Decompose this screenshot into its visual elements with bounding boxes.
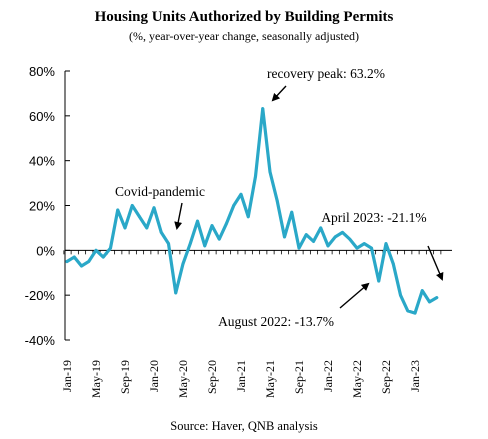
- data-point: [101, 255, 105, 259]
- data-point: [326, 244, 330, 248]
- data-point: [312, 239, 315, 243]
- series-line: [65, 107, 439, 315]
- x-tick-label: Sep-19: [118, 360, 132, 394]
- annotation-layer: recovery peak: 63.2% Covid-pandemic April …: [115, 66, 444, 329]
- y-tick-label: 0%: [36, 243, 55, 258]
- data-point: [406, 309, 410, 313]
- annotation-label: August 2022: -13.7%: [218, 314, 334, 329]
- x-tick-label: May-22: [350, 360, 364, 398]
- y-axis: -40% -20% 0% 20% 40% 60% 80%: [25, 64, 70, 348]
- data-point: [348, 237, 352, 241]
- x-tick-label: May-19: [89, 360, 103, 398]
- data-point: [138, 215, 141, 219]
- data-point: [297, 246, 301, 250]
- data-point: [290, 210, 294, 214]
- data-point: [188, 242, 192, 246]
- data-point: [130, 204, 134, 207]
- series-layer: [65, 107, 439, 315]
- data-point: [109, 246, 112, 250]
- data-point: [174, 291, 178, 295]
- annotation-arrow: [339, 282, 370, 309]
- x-tick-label: Sep-21: [292, 360, 306, 394]
- data-point: [225, 222, 228, 225]
- data-point: [65, 260, 69, 263]
- annotation-label: Covid-pandemic: [115, 184, 205, 199]
- data-point: [355, 246, 359, 250]
- chart-subtitle: (%, year-over-year change, seasonally ad…: [129, 29, 359, 43]
- data-point: [80, 264, 83, 268]
- data-point: [196, 219, 199, 223]
- data-point: [159, 231, 163, 234]
- x-tick-label: May-21: [263, 360, 277, 398]
- y-tick-label: 80%: [29, 64, 55, 79]
- data-point: [181, 262, 185, 266]
- data-point: [275, 199, 279, 203]
- data-point: [435, 296, 439, 300]
- data-point: [377, 279, 381, 283]
- data-point: [167, 242, 170, 246]
- data-point: [94, 248, 98, 252]
- x-tick-label: Sep-20: [205, 360, 219, 394]
- data-point: [413, 311, 417, 315]
- source-note: Source: Haver, QNB analysis: [170, 419, 318, 433]
- data-point: [254, 174, 257, 178]
- data-point: [145, 226, 149, 230]
- data-point: [210, 224, 214, 228]
- data-point: [399, 293, 402, 297]
- x-tick-label: Jan-23: [408, 360, 422, 392]
- data-point: [232, 204, 236, 207]
- y-tick-label: 60%: [29, 109, 55, 124]
- data-point: [333, 235, 337, 239]
- x-axis: Jan-19 May-19 Sep-19 Jan-20 May-20 Sep-20 Jan-…: [60, 249, 452, 398]
- data-point: [123, 226, 127, 230]
- annotation-label: April 2023: -21.1%: [321, 210, 426, 225]
- data-point: [72, 255, 76, 259]
- data-point: [391, 262, 395, 266]
- data-point: [203, 244, 207, 248]
- x-tick-label: Sep-22: [379, 360, 393, 394]
- data-point: [362, 242, 366, 246]
- data-point: [304, 233, 308, 237]
- chart-title: Housing Units Authorized by Building Per…: [95, 9, 394, 25]
- y-tick-label: -40%: [25, 333, 56, 348]
- data-point: [428, 300, 431, 304]
- annotation-arrow: [271, 85, 287, 102]
- data-point: [116, 208, 120, 212]
- data-point: [239, 192, 243, 196]
- y-tick-label: -20%: [25, 288, 56, 303]
- x-tick-label: Jan-22: [321, 360, 335, 392]
- data-point: [283, 235, 286, 239]
- y-tick-label: 40%: [29, 154, 55, 169]
- data-point: [152, 206, 156, 210]
- x-tick-label: May-20: [176, 360, 190, 398]
- data-point: [217, 237, 221, 241]
- data-point: [87, 260, 91, 263]
- data-point: [268, 170, 272, 174]
- annotation-arrow: [427, 245, 444, 281]
- x-tick-label: Jan-20: [147, 360, 161, 392]
- data-point: [319, 226, 323, 230]
- y-tick-label: 20%: [29, 199, 55, 214]
- data-point: [341, 231, 344, 234]
- data-point: [261, 107, 265, 111]
- x-tick-label: Jan-19: [60, 360, 74, 392]
- data-point: [420, 289, 424, 293]
- annotation-label: recovery peak: 63.2%: [267, 66, 385, 81]
- annotation-arrow: [174, 202, 183, 230]
- x-tick-label: Jan-21: [234, 360, 248, 392]
- data-point: [384, 242, 388, 246]
- data-point: [246, 215, 250, 219]
- data-point: [370, 246, 373, 250]
